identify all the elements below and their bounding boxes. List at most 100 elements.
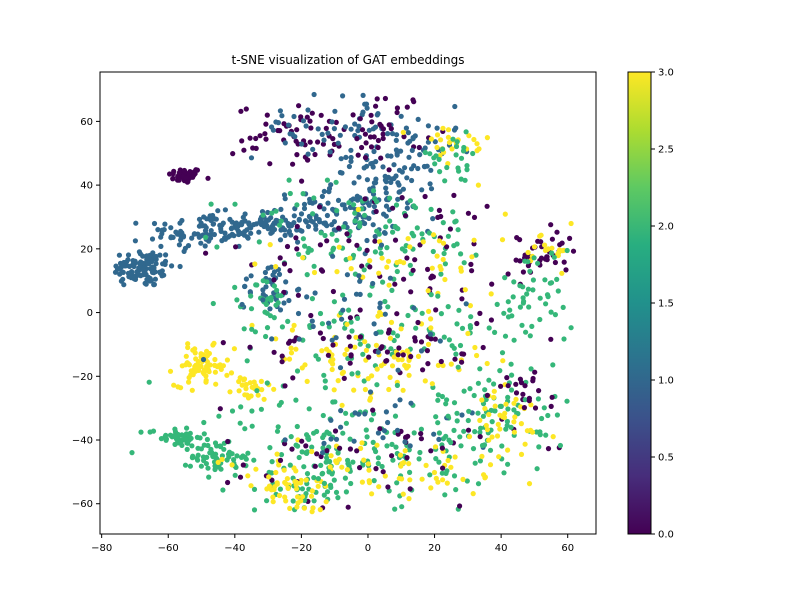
scatter-point bbox=[299, 438, 305, 444]
scatter-point bbox=[347, 436, 353, 442]
scatter-point bbox=[564, 398, 570, 404]
y-tick-label: 20 bbox=[80, 244, 93, 255]
scatter-point bbox=[445, 304, 451, 310]
scatter-point bbox=[269, 210, 275, 216]
scatter-point bbox=[383, 409, 389, 415]
scatter-point bbox=[253, 221, 259, 227]
scatter-point bbox=[198, 463, 204, 469]
scatter-point bbox=[246, 220, 252, 226]
scatter-point bbox=[452, 356, 458, 362]
scatter-point bbox=[381, 428, 388, 434]
scatter-point bbox=[304, 294, 310, 300]
scatter-point bbox=[426, 230, 432, 236]
scatter-point bbox=[147, 429, 153, 435]
scatter-point bbox=[334, 237, 340, 243]
scatter-point bbox=[499, 350, 506, 356]
scatter-point bbox=[269, 336, 275, 342]
scatter-point bbox=[194, 363, 200, 369]
scatter-point bbox=[555, 288, 561, 294]
scatter-point bbox=[388, 126, 394, 132]
scatter-point bbox=[178, 235, 184, 241]
scatter-point bbox=[245, 235, 251, 241]
scatter-point bbox=[348, 126, 354, 132]
scatter-point bbox=[325, 130, 331, 136]
y-tick-label: −40 bbox=[72, 436, 93, 447]
scatter-point bbox=[271, 269, 278, 275]
scatter-point bbox=[206, 474, 212, 480]
scatter-point bbox=[374, 96, 380, 102]
scatter-point bbox=[187, 463, 193, 469]
scatter-point bbox=[288, 350, 295, 356]
scatter-point bbox=[203, 250, 209, 256]
scatter-point bbox=[290, 375, 296, 381]
scatter-point bbox=[243, 276, 249, 282]
scatter-point bbox=[298, 211, 305, 217]
scatter-point bbox=[204, 436, 210, 443]
scatter-point bbox=[415, 353, 422, 359]
scatter-point bbox=[392, 403, 398, 409]
scatter-point bbox=[167, 171, 173, 177]
scatter-point bbox=[371, 478, 377, 484]
scatter-point bbox=[380, 126, 386, 132]
scatter-point bbox=[436, 459, 442, 465]
scatter-point bbox=[467, 386, 473, 392]
scatter-point bbox=[359, 263, 365, 269]
scatter-point bbox=[369, 491, 375, 497]
scatter-point bbox=[451, 473, 458, 479]
scatter-point bbox=[330, 136, 336, 142]
scatter-point bbox=[299, 178, 305, 184]
scatter-point bbox=[149, 236, 156, 242]
scatter-point bbox=[296, 336, 302, 342]
scatter-point bbox=[354, 136, 360, 142]
scatter-point bbox=[403, 125, 409, 131]
scatter-point bbox=[354, 448, 360, 454]
scatter-point bbox=[262, 131, 268, 137]
scatter-point bbox=[401, 260, 407, 266]
scatter-point bbox=[287, 338, 293, 344]
scatter-point bbox=[339, 402, 345, 408]
scatter-point bbox=[388, 346, 394, 352]
scatter-point bbox=[525, 263, 532, 269]
scatter-point bbox=[359, 127, 366, 133]
scatter-point bbox=[363, 347, 369, 353]
scatter-point bbox=[317, 204, 323, 210]
scatter-point bbox=[203, 234, 209, 240]
scatter-point bbox=[158, 243, 164, 249]
scatter-point bbox=[278, 293, 284, 299]
scatter-point bbox=[486, 377, 492, 383]
scatter-point bbox=[237, 474, 244, 480]
scatter-point bbox=[357, 291, 363, 297]
scatter-point bbox=[392, 281, 398, 287]
scatter-point bbox=[520, 391, 526, 397]
scatter-point bbox=[399, 461, 405, 467]
scatter-point bbox=[469, 254, 475, 260]
scatter-point bbox=[461, 428, 467, 434]
scatter-point bbox=[527, 333, 533, 339]
scatter-point bbox=[446, 139, 453, 146]
scatter-point bbox=[249, 322, 255, 328]
scatter-point bbox=[382, 177, 388, 183]
scatter-point bbox=[339, 316, 345, 322]
scatter-point bbox=[353, 334, 359, 340]
scatter-point bbox=[432, 139, 438, 145]
scatter-point bbox=[360, 92, 366, 98]
scatter-point bbox=[453, 487, 459, 493]
scatter-point bbox=[393, 202, 400, 208]
scatter-point bbox=[219, 238, 225, 244]
scatter-point bbox=[251, 457, 257, 463]
scatter-point bbox=[458, 155, 465, 161]
scatter-point bbox=[119, 269, 125, 275]
scatter-point bbox=[399, 169, 405, 175]
scatter-point bbox=[397, 189, 403, 195]
scatter-point bbox=[454, 418, 460, 424]
scatter-point bbox=[178, 385, 184, 391]
scatter-point bbox=[357, 307, 363, 313]
scatter-point bbox=[322, 378, 328, 384]
scatter-point bbox=[466, 434, 473, 440]
scatter-point bbox=[428, 167, 434, 173]
scatter-point bbox=[422, 193, 428, 200]
scatter-point bbox=[178, 439, 184, 445]
scatter-point bbox=[153, 261, 159, 267]
scatter-point bbox=[363, 427, 369, 433]
scatter-point bbox=[456, 168, 462, 174]
